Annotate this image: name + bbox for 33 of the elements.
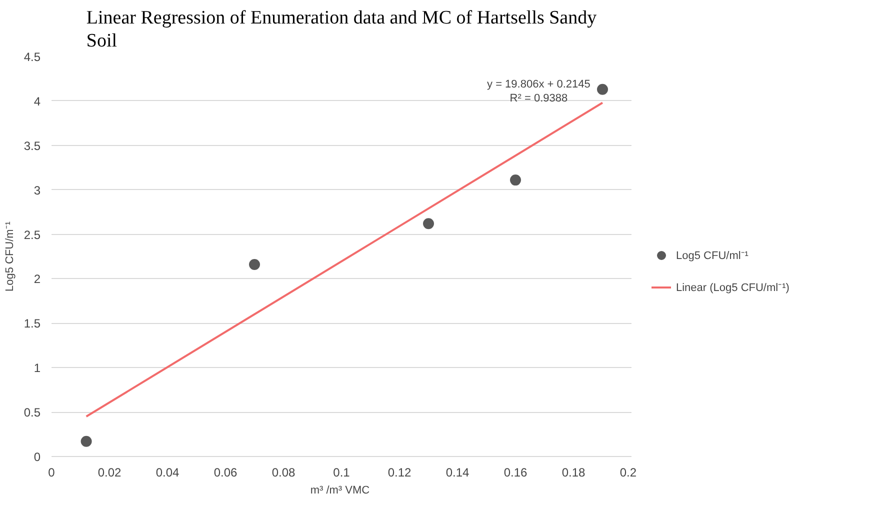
point <box>80 436 92 447</box>
point <box>423 218 434 230</box>
y-tick-label: 1.5 <box>24 316 41 331</box>
y-tick-label: 2 <box>34 272 41 286</box>
x-tick-label: 0.16 <box>504 466 528 480</box>
x-axis-title: m³ /m³ VMC <box>310 484 370 496</box>
x-tick-label: 0.14 <box>446 466 470 480</box>
x-tick-label: 0.12 <box>388 466 412 480</box>
y-tick-label: 1 <box>34 361 41 376</box>
annotation: y = 19.806x + 0.2145 <box>487 78 590 90</box>
y-tick-label: 4 <box>34 94 41 108</box>
legend-label: Linear (Log5 CFU/ml⁻¹) <box>676 281 790 294</box>
x-tick-label: 0.02 <box>98 466 122 480</box>
x-tick-label: 0.08 <box>272 466 296 480</box>
y-tick-label: 4.5 <box>24 50 41 64</box>
chart-title: Linear Regression of Enumeration data and MC of Hartsells Sandy Soil <box>86 7 598 52</box>
legend-label: Log5 CFU/ml⁻¹ <box>676 249 748 262</box>
annotation: R² = 0.9388 <box>510 92 568 104</box>
x-tick-label: 0 <box>48 466 56 480</box>
y-tick-label: 0 <box>34 450 41 464</box>
x-tick-label: 0.04 <box>156 466 180 480</box>
point <box>597 84 608 95</box>
x-tick-label: 0.1 <box>333 466 350 480</box>
y-axis-title: Log5 CFU/m⁻¹ <box>4 221 16 292</box>
y-tick-label: 0.5 <box>24 406 41 420</box>
x-tick-label: 0.2 <box>620 466 637 480</box>
y-tick-label: 3.5 <box>24 138 41 153</box>
x-tick-label: 0.06 <box>214 466 238 480</box>
x-tick-label: 0.18 <box>562 466 586 480</box>
y-tick-label: 3 <box>34 183 41 198</box>
y-tick-label: 2.5 <box>24 228 41 242</box>
point <box>510 174 521 186</box>
point <box>249 259 260 270</box>
